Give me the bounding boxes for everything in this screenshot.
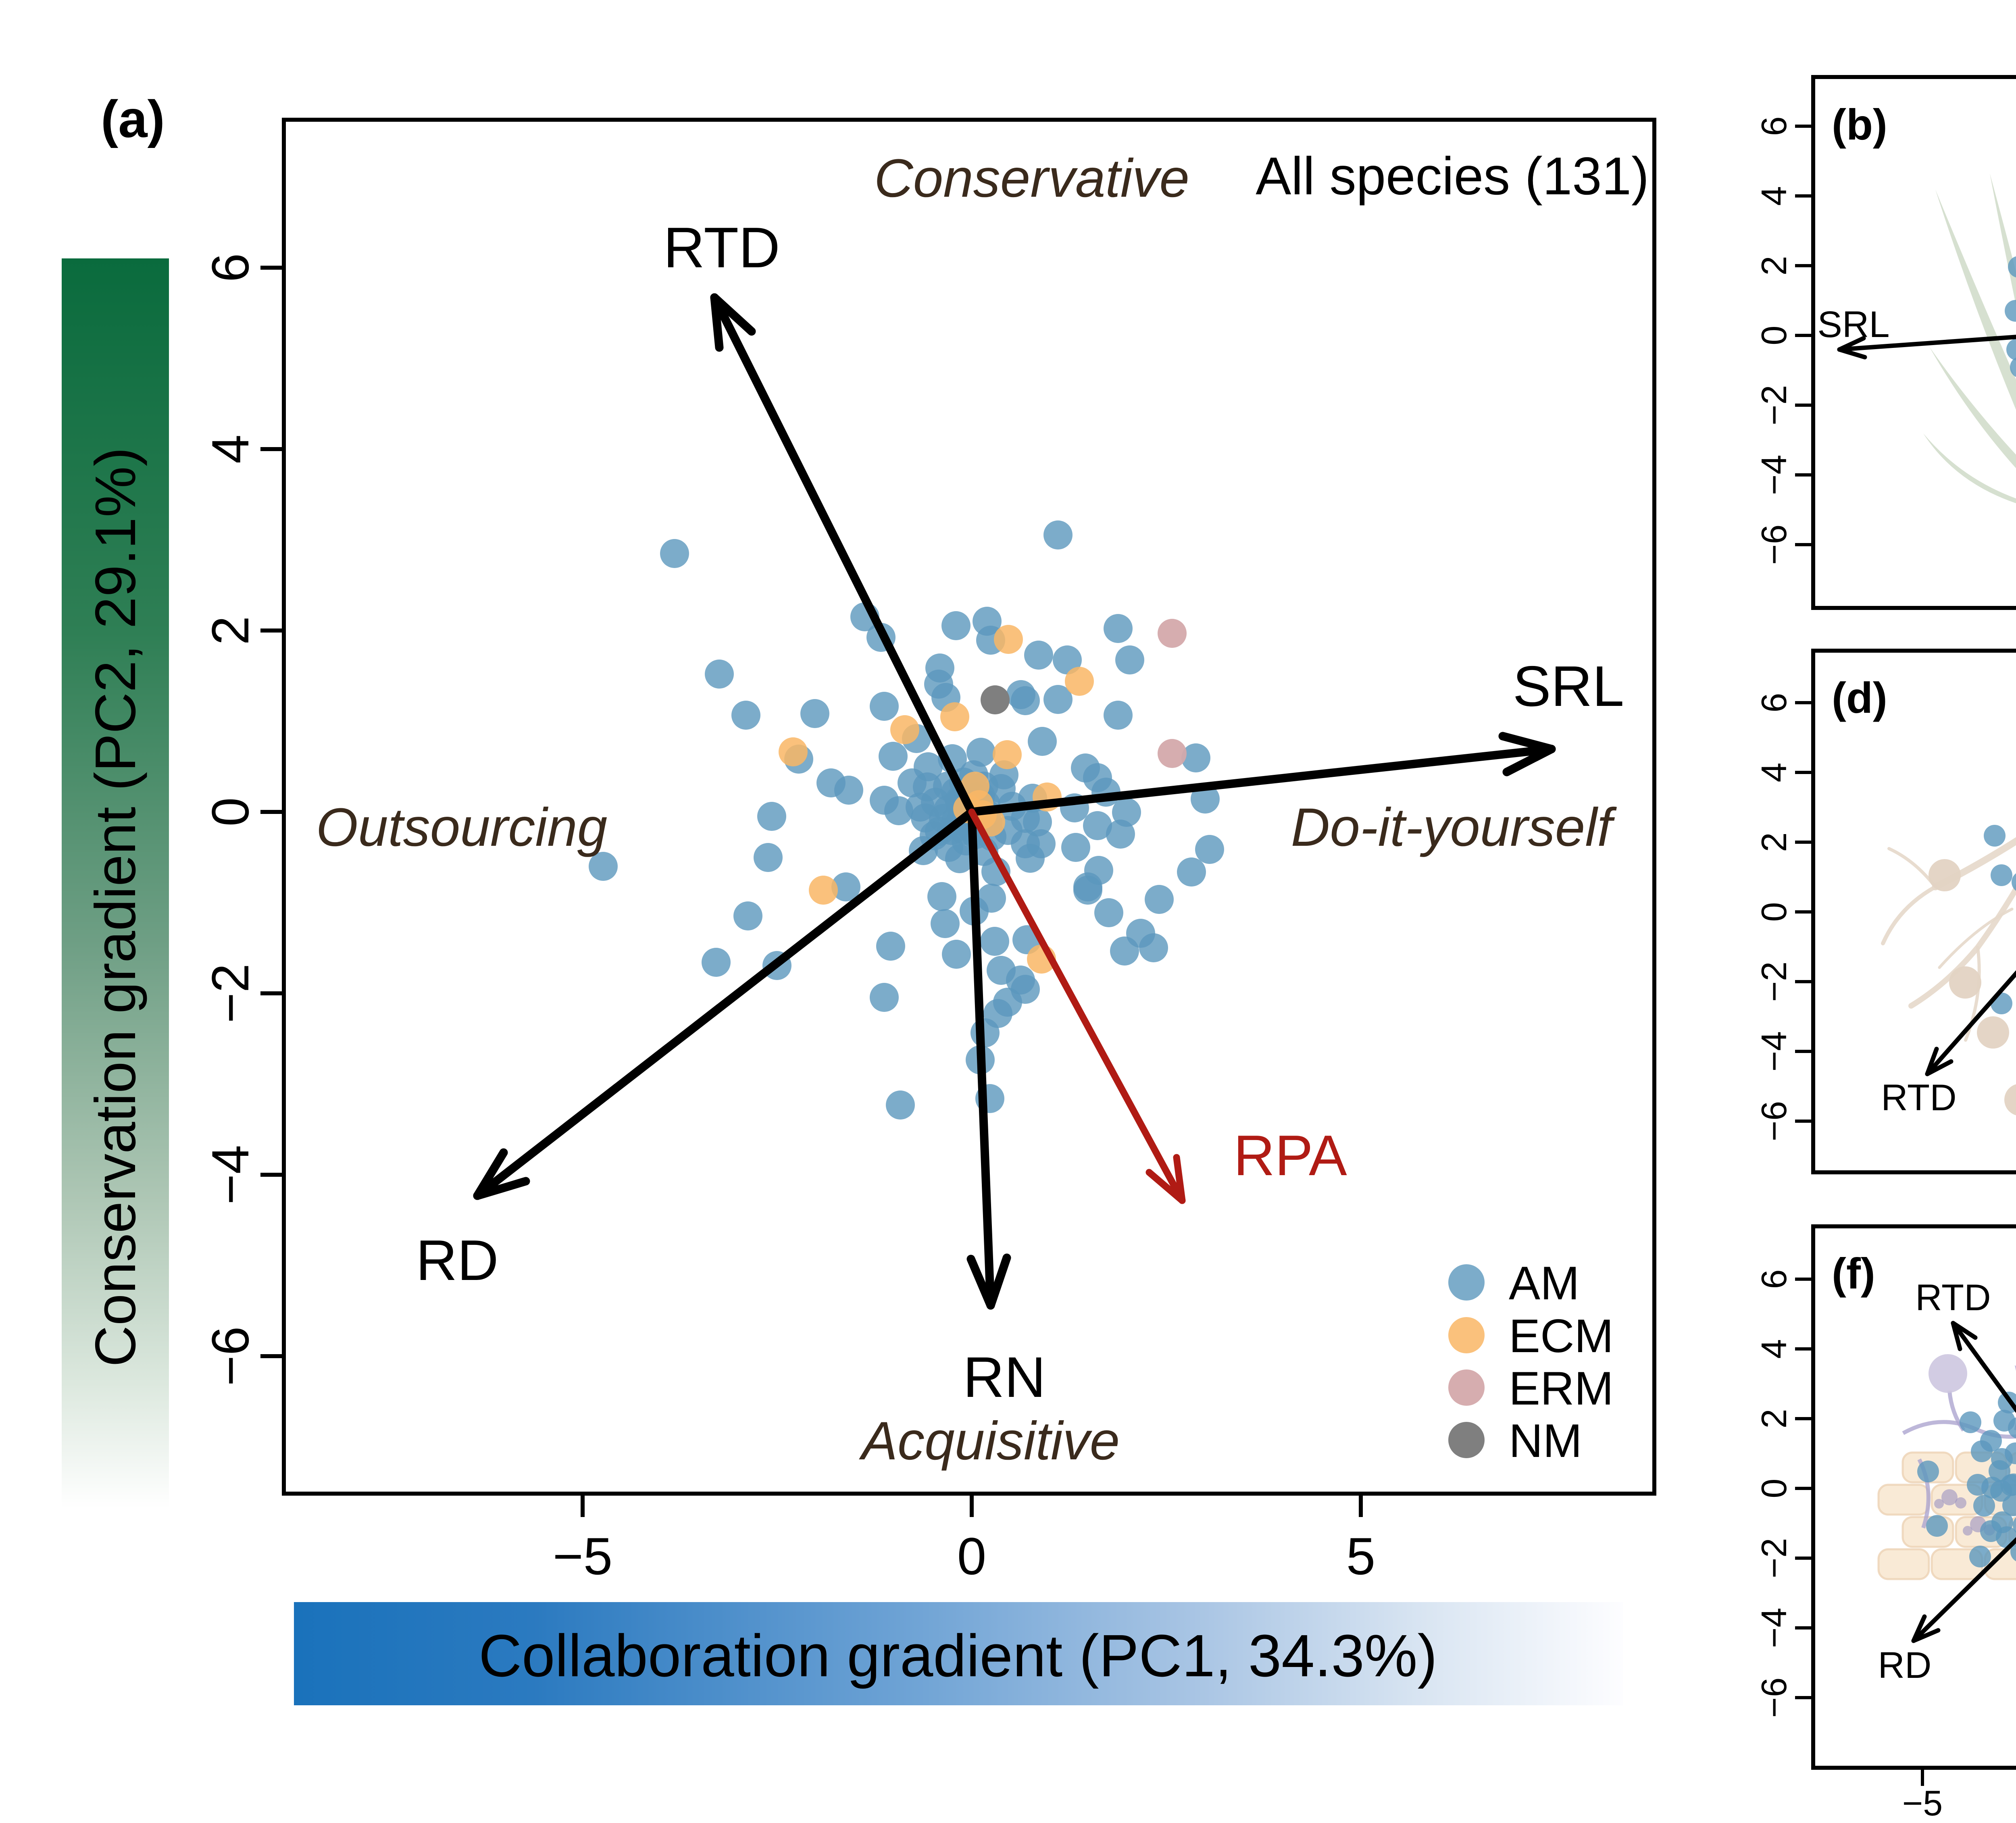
svg-text:−6: −6 — [1754, 1677, 1794, 1718]
svg-text:All species (131): All species (131) — [1256, 146, 1649, 206]
svg-text:(b): (b) — [1832, 100, 1887, 149]
svg-text:0: 0 — [201, 797, 260, 826]
svg-text:4: 4 — [1754, 186, 1794, 206]
svg-text:−2: −2 — [1754, 1538, 1794, 1578]
svg-text:−2: −2 — [1754, 961, 1794, 1002]
svg-text:−4: −4 — [1754, 1031, 1794, 1072]
svg-text:−6: −6 — [1754, 1101, 1794, 1141]
svg-text:2: 2 — [1754, 256, 1794, 276]
svg-text:6: 6 — [201, 253, 260, 282]
svg-text:RPA: RPA — [1233, 1124, 1347, 1188]
svg-text:SRL: SRL — [1513, 654, 1624, 718]
svg-text:RTD: RTD — [663, 216, 780, 280]
svg-text:Acquisitive: Acquisitive — [859, 1411, 1120, 1471]
svg-text:−6: −6 — [1754, 524, 1794, 565]
svg-text:Do-it-yourself: Do-it-yourself — [1291, 797, 1617, 857]
svg-text:−2: −2 — [1754, 385, 1794, 425]
svg-text:2: 2 — [201, 616, 260, 645]
svg-text:2: 2 — [1754, 832, 1794, 852]
svg-text:AM: AM — [1509, 1257, 1580, 1309]
svg-text:−5: −5 — [553, 1527, 612, 1586]
svg-text:Outsourcing: Outsourcing — [316, 797, 607, 857]
svg-text:0: 0 — [957, 1527, 986, 1586]
svg-text:−6: −6 — [201, 1326, 260, 1386]
svg-text:SRL: SRL — [1818, 304, 1890, 345]
svg-text:Conservation gradient (PC2, 29: Conservation gradient (PC2, 29.1%) — [83, 447, 148, 1367]
svg-text:6: 6 — [1754, 693, 1794, 713]
svg-text:4: 4 — [1754, 763, 1794, 782]
svg-text:Conservative: Conservative — [874, 148, 1189, 208]
svg-text:(a): (a) — [101, 89, 165, 148]
svg-text:(f): (f) — [1832, 1249, 1875, 1298]
svg-text:RD: RD — [416, 1228, 498, 1292]
svg-text:2: 2 — [1754, 1409, 1794, 1429]
svg-text:0: 0 — [1754, 902, 1794, 922]
svg-text:−5: −5 — [1902, 1783, 1943, 1823]
svg-text:−2: −2 — [201, 964, 260, 1023]
svg-text:6: 6 — [1754, 117, 1794, 136]
svg-text:−4: −4 — [1754, 1608, 1794, 1648]
svg-text:0: 0 — [1754, 1479, 1794, 1498]
svg-text:RD: RD — [1878, 1645, 1932, 1686]
svg-text:5: 5 — [1346, 1527, 1375, 1586]
svg-text:4: 4 — [1754, 1339, 1794, 1359]
svg-text:4: 4 — [201, 435, 260, 464]
svg-text:−4: −4 — [201, 1145, 260, 1205]
svg-text:RN: RN — [963, 1345, 1045, 1409]
svg-text:NM: NM — [1509, 1414, 1582, 1467]
svg-text:ECM: ECM — [1509, 1309, 1614, 1362]
svg-text:ERM: ERM — [1509, 1362, 1614, 1415]
svg-text:(d): (d) — [1832, 673, 1887, 722]
svg-text:6: 6 — [1754, 1269, 1794, 1289]
svg-text:0: 0 — [1754, 326, 1794, 345]
svg-text:RTD: RTD — [1881, 1077, 1956, 1118]
svg-text:−4: −4 — [1754, 455, 1794, 495]
svg-text:RTD: RTD — [1915, 1277, 1991, 1318]
svg-text:Collaboration gradient (PC1, 3: Collaboration gradient (PC1, 34.3%) — [479, 1623, 1437, 1689]
